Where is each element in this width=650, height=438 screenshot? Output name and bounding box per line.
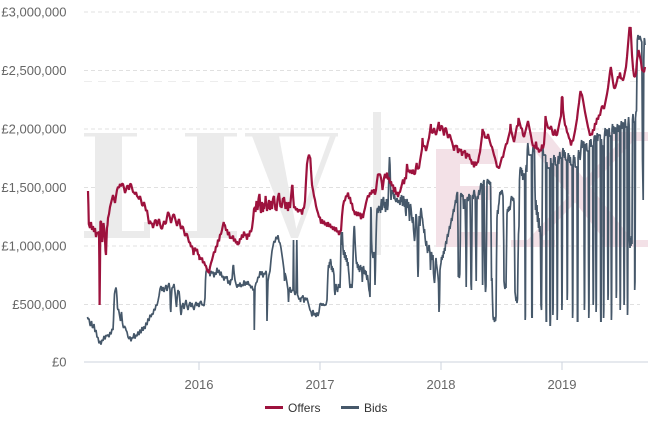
svg-text:£3,000,000: £3,000,000 [1, 5, 66, 20]
svg-text:2018: 2018 [427, 377, 456, 392]
svg-text:£2,500,000: £2,500,000 [1, 63, 66, 78]
svg-text:2016: 2016 [185, 377, 214, 392]
svg-text:£0: £0 [52, 355, 66, 370]
svg-text:£1,000,000: £1,000,000 [1, 239, 66, 254]
svg-text:2017: 2017 [306, 377, 335, 392]
svg-text:Offers: Offers [288, 401, 320, 415]
svg-text:£1,500,000: £1,500,000 [1, 180, 66, 195]
svg-text:2019: 2019 [548, 377, 577, 392]
svg-text:£2,000,000: £2,000,000 [1, 122, 66, 137]
svg-text:Bids: Bids [364, 401, 387, 415]
svg-text:£500,000: £500,000 [12, 297, 66, 312]
